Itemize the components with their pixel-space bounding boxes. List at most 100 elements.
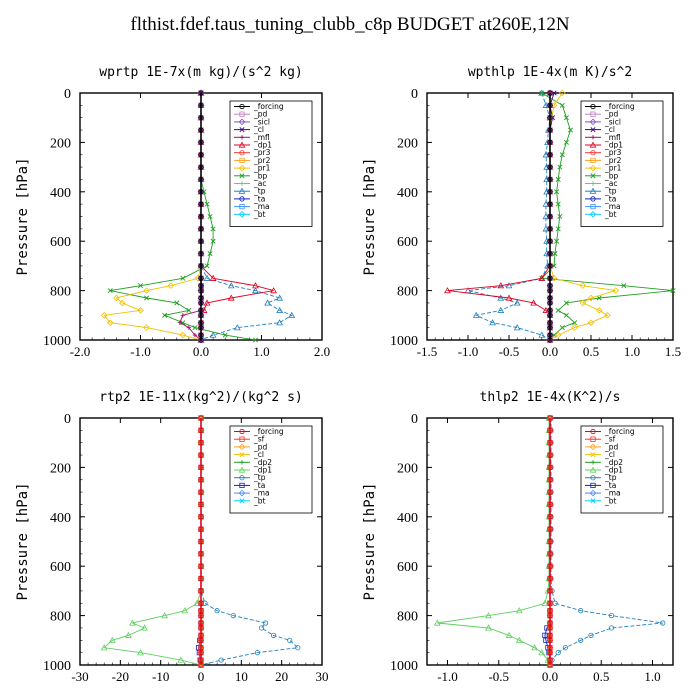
series-dp1 xyxy=(433,414,554,668)
legend-label: _cl xyxy=(604,125,615,134)
data-point xyxy=(485,624,492,631)
data-point xyxy=(587,319,595,326)
data-point xyxy=(612,287,619,294)
data-point xyxy=(180,320,186,326)
data-point xyxy=(563,300,569,306)
legend-marker xyxy=(590,135,596,140)
x-tick-label: 0.5 xyxy=(583,344,599,359)
data-point xyxy=(137,283,144,289)
data-point xyxy=(505,631,513,638)
x-tick-label: 20 xyxy=(275,669,288,684)
data-point xyxy=(262,620,269,626)
data-point xyxy=(288,311,296,318)
legend-label: _pr1 xyxy=(253,164,271,173)
y-axis-label: Pressure [hPa] xyxy=(15,157,31,275)
data-point xyxy=(143,287,150,294)
legend-label: _pr2 xyxy=(604,156,622,165)
data-point xyxy=(203,299,211,306)
y-tick-label: 200 xyxy=(50,136,71,151)
legend-marker xyxy=(590,111,596,117)
legend-marker xyxy=(239,196,245,202)
data-point xyxy=(100,644,108,651)
legend-label: _ma xyxy=(604,489,621,498)
data-point xyxy=(125,631,132,638)
y-tick-label: 400 xyxy=(50,511,71,526)
legend-label: _sicl xyxy=(253,117,270,126)
data-point xyxy=(555,307,561,313)
legend-marker xyxy=(589,489,597,497)
data-point xyxy=(563,312,569,318)
y-tick-label: 200 xyxy=(50,461,71,476)
legend-marker xyxy=(589,211,597,218)
x-tick-label: -1.0 xyxy=(437,669,458,684)
data-point xyxy=(179,331,187,339)
data-point xyxy=(554,331,562,339)
y-tick-label: 600 xyxy=(397,235,418,250)
data-point xyxy=(555,201,561,207)
data-point xyxy=(252,287,259,294)
x-tick-label: -1.0 xyxy=(130,344,151,359)
y-tick-label: 600 xyxy=(397,560,418,575)
legend-marker xyxy=(589,187,597,194)
wpthlp-panel: wpthlp 1E-4x(m K)/s^2 Pressure [hPa] -1.5 -… xyxy=(362,65,681,359)
data-point xyxy=(538,274,546,281)
legend-label: _pr1 xyxy=(604,164,622,173)
legend-label: _ta xyxy=(253,481,265,490)
legend-marker xyxy=(239,103,245,110)
data-point xyxy=(571,324,578,331)
data-point xyxy=(209,274,217,281)
legend-marker xyxy=(590,452,596,458)
data-point xyxy=(567,127,574,133)
y-tick-label: 0 xyxy=(64,87,71,102)
figure-title: flthist.fdef.taus_tuning_clubb_c8p BUDGE… xyxy=(130,14,570,35)
data-point xyxy=(276,306,284,313)
data-point xyxy=(538,89,546,96)
x-tick-label: 1.0 xyxy=(624,344,640,359)
legend-label: _tp xyxy=(604,187,617,196)
y-tick-label: 1000 xyxy=(43,659,71,674)
x-tick-label: 1.0 xyxy=(644,669,660,684)
data-point xyxy=(505,282,513,289)
x-tick-label: 0.0 xyxy=(542,669,558,684)
legend-marker xyxy=(238,489,246,497)
data-point xyxy=(538,649,546,656)
series-line xyxy=(467,92,551,341)
y-tick-label: 1000 xyxy=(390,659,418,674)
y-axis-label: Pressure [hPa] xyxy=(362,157,378,275)
legend-marker xyxy=(589,118,597,126)
legend-marker xyxy=(589,164,597,172)
y-tick-label: 400 xyxy=(397,186,418,201)
x-tick-label: -2.0 xyxy=(70,344,91,359)
series-tp xyxy=(464,89,554,343)
legend-label: _mfl xyxy=(253,133,270,142)
data-point xyxy=(113,294,120,302)
legend-marker xyxy=(239,452,245,458)
x-tick-label: -1.5 xyxy=(417,344,438,359)
data-point xyxy=(515,607,523,614)
y-tick-label: 600 xyxy=(50,560,71,575)
legend-marker xyxy=(239,173,245,179)
legend-label: _dp1 xyxy=(604,466,623,475)
data-point xyxy=(254,650,261,656)
legend: _forcing_sf_pd_cl_dp2_dp1_tp_ta_ma_bt xyxy=(580,425,664,514)
x-tick-label: 2.0 xyxy=(314,344,330,359)
data-point xyxy=(144,295,150,301)
data-point xyxy=(207,251,213,257)
data-point xyxy=(218,657,224,663)
data-point xyxy=(497,282,505,289)
legend-marker xyxy=(238,187,246,194)
legend-label: _forcing xyxy=(253,102,284,111)
legend: _forcing_pd_sicl_cl_mfl_dp1_pr3_pr2_pr1_… xyxy=(229,100,313,227)
legend-label: _bt xyxy=(253,496,266,505)
legend-marker xyxy=(239,460,245,465)
data-point xyxy=(210,238,216,244)
thlp2-panel: thlp2 1E-4x(K^2)/s Pressure [hPa] -1.0 -0.5… xyxy=(362,390,674,684)
legend-marker xyxy=(590,460,596,465)
data-point xyxy=(596,295,602,301)
x-tick-label: 0 xyxy=(198,669,205,684)
legend-label: _forcing xyxy=(253,427,284,436)
legend-label: _tp xyxy=(253,473,266,482)
data-point xyxy=(489,319,496,326)
legend-marker xyxy=(590,181,596,186)
data-point xyxy=(207,213,213,220)
